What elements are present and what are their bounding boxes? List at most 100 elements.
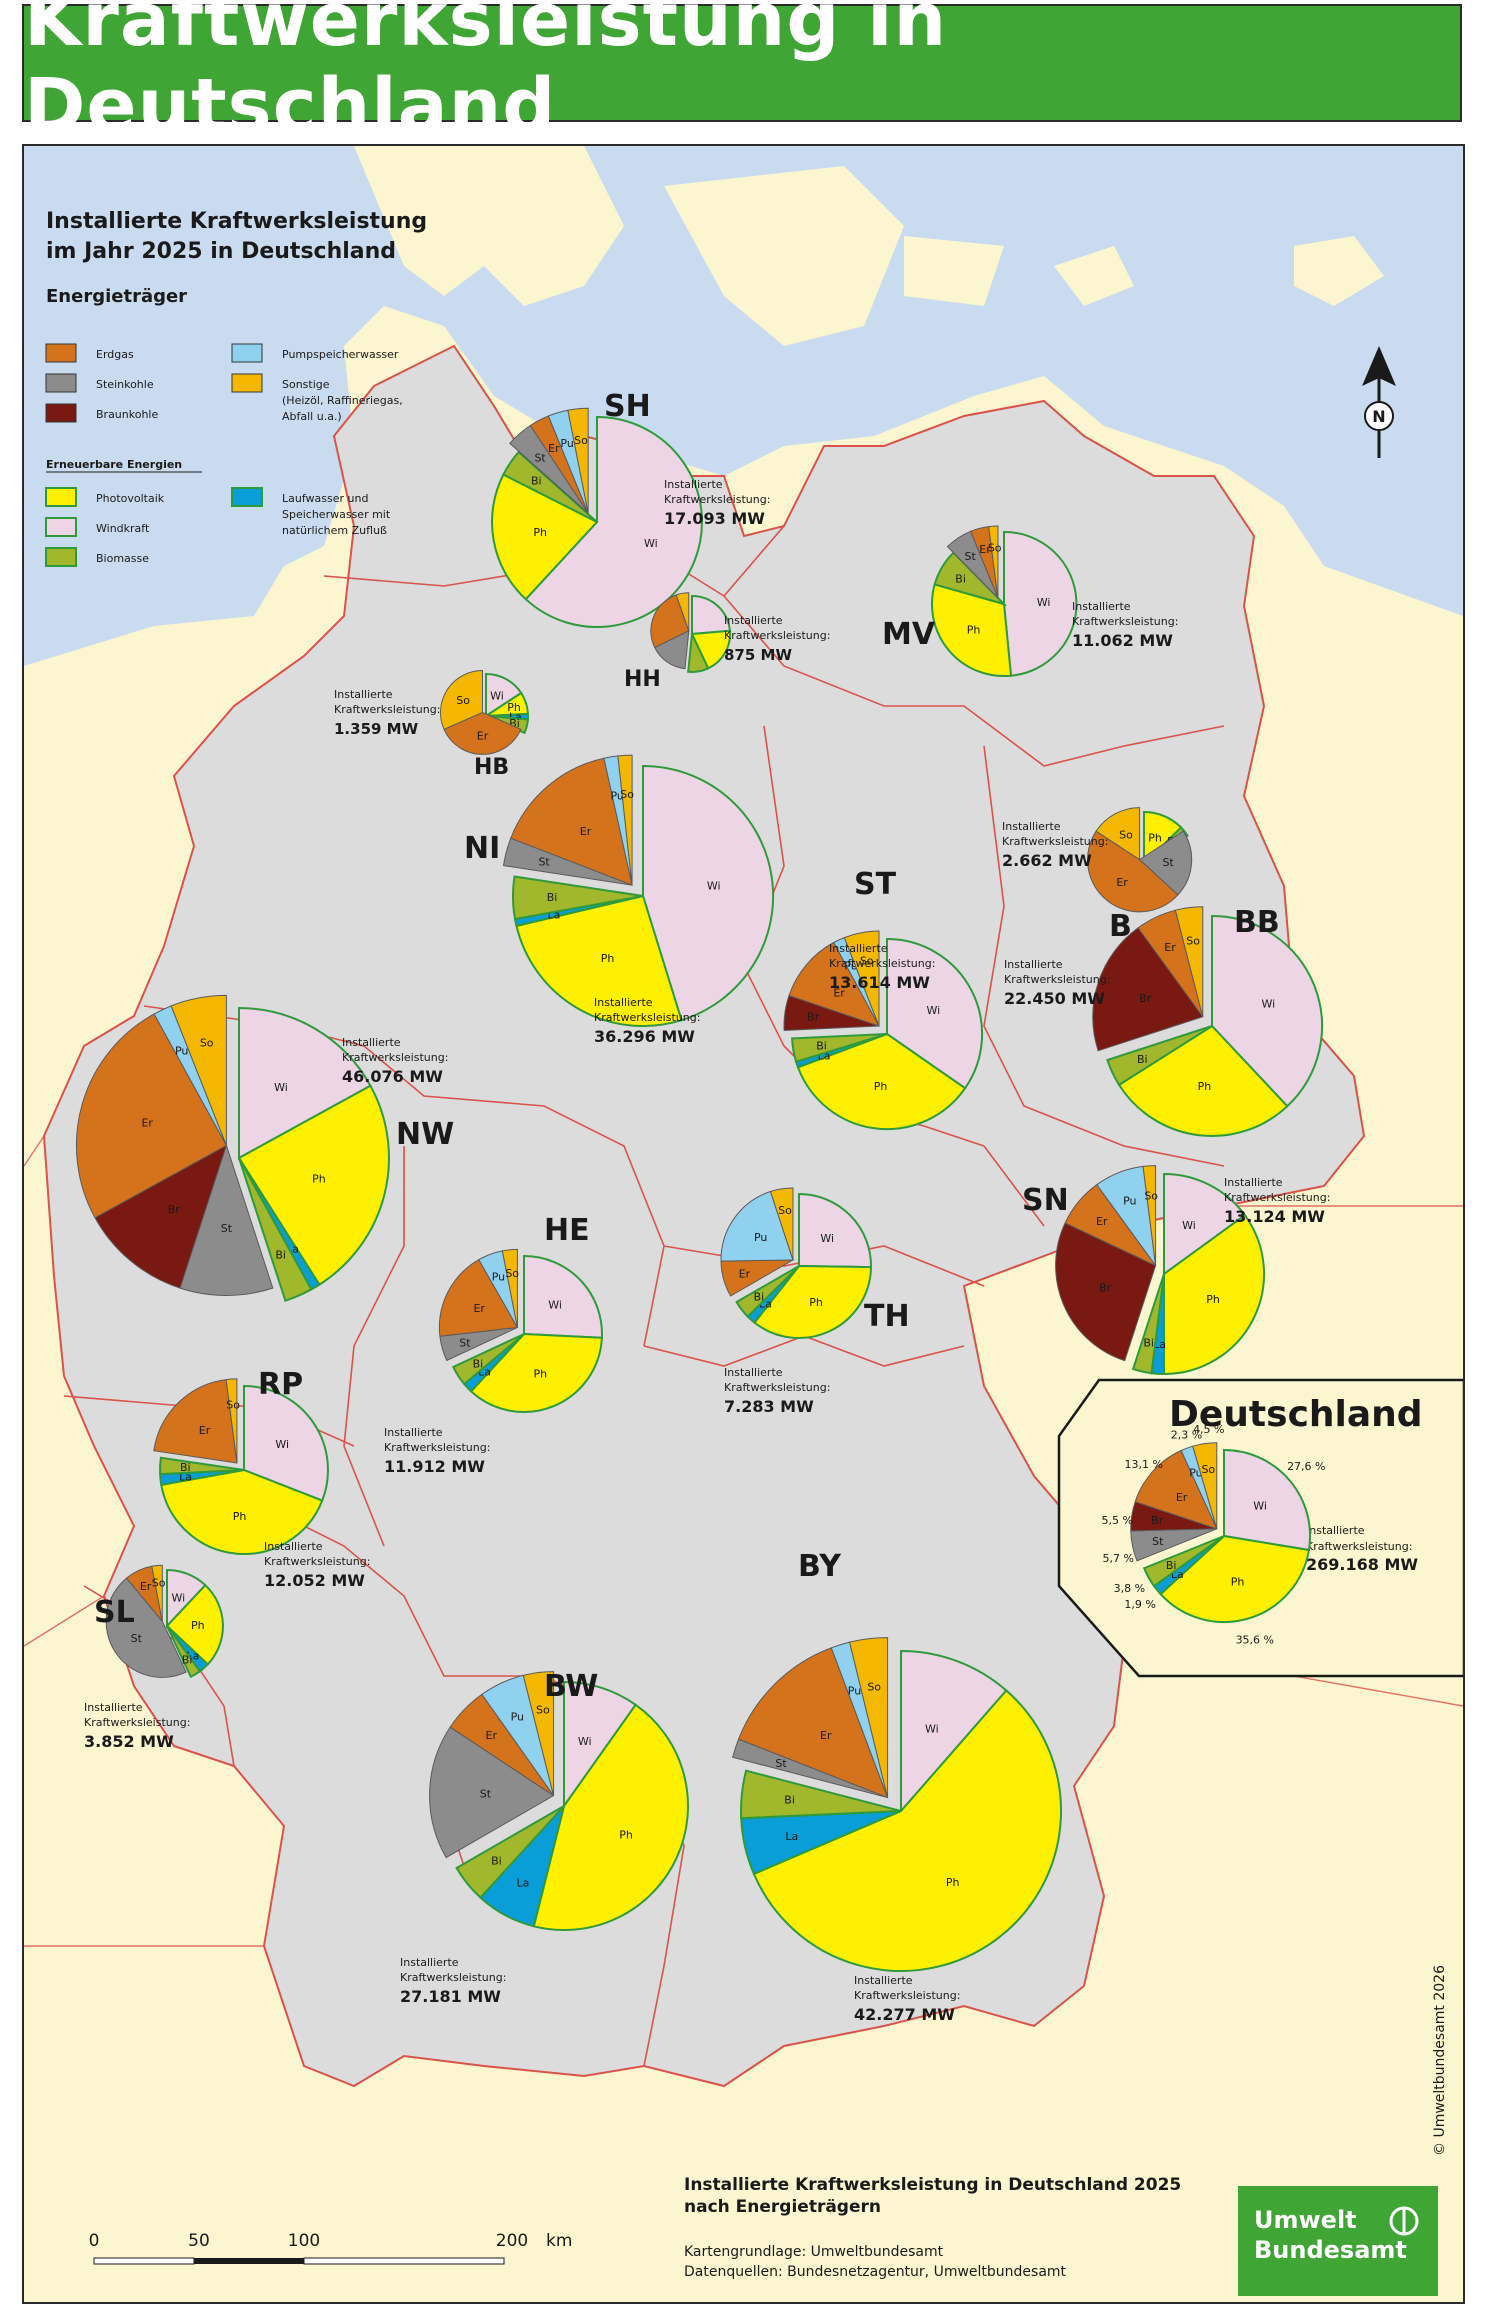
pie-slice-label-Pu: Pu xyxy=(1123,1195,1136,1208)
pie-slice-label-So: So xyxy=(867,1680,881,1693)
pie-slice-label-Ph: Ph xyxy=(1231,1575,1245,1588)
capacity-label-HH: Installierte Kraftwerksleistung: 875 MW xyxy=(724,614,830,664)
north-arrow: N xyxy=(1362,346,1396,458)
pie-slice-Bi xyxy=(159,1456,245,1476)
pie-slice-label-Er: Er xyxy=(199,1424,211,1437)
uba-logo: Umwelt Bundesamt xyxy=(1238,2186,1438,2296)
legend-label-sonstige-3: Abfall u.a.) xyxy=(282,410,342,423)
capacity-value: 875 MW xyxy=(724,646,792,664)
pie-slice-Er xyxy=(650,594,690,649)
germany-share-St: 5,7 % xyxy=(1102,1552,1133,1565)
capacity-label-line1: Installierte xyxy=(829,942,888,955)
state-code-MV: MV xyxy=(882,617,936,652)
pie-slice-label-Ph: Ph xyxy=(874,1080,888,1093)
pie-slice-label-Ph: Ph xyxy=(507,701,521,714)
legend-label-steinkohle: Steinkohle xyxy=(96,378,154,391)
capacity-value: 2.662 MW xyxy=(1002,851,1092,870)
capacity-label-line1: Installierte xyxy=(384,1426,443,1439)
legend-label-erdgas: Erdgas xyxy=(96,348,134,361)
pie-slice-Wi xyxy=(243,1384,329,1502)
capacity-value: 11.912 MW xyxy=(384,1457,485,1476)
capacity-label-SN: Installierte Kraftwerksleistung: 13.124 MW xyxy=(1224,1176,1330,1226)
state-code-NW: NW xyxy=(396,1117,454,1152)
pie-slice-Bi xyxy=(687,630,710,673)
pie-slice-label-Er: Er xyxy=(141,1116,153,1129)
pie-slice-label-Bi: Bi xyxy=(1137,1053,1148,1066)
pie-slice-Bi xyxy=(512,875,644,921)
capacity-label-line1: Installierte xyxy=(594,996,653,1009)
pie-slice-Wi xyxy=(523,1254,603,1339)
pie-slice-label-Bi: Bi xyxy=(509,717,520,730)
legend-label-sonstige: Sonstige xyxy=(282,378,330,391)
pie-slice-Ph xyxy=(1159,1534,1311,1624)
capacity-value: 42.277 MW xyxy=(854,2005,955,2024)
germany-share-Bi: 3,8 % xyxy=(1114,1582,1145,1595)
danish-island xyxy=(904,236,1004,306)
capacity-label-line2: Kraftwerksleistung: xyxy=(724,1381,830,1394)
capacity-label-line1: Installierte xyxy=(334,688,393,701)
legend-swatch-sonstige xyxy=(231,373,263,393)
map-title: Kraftwerksleistung in Deutschland xyxy=(24,0,948,149)
pie-slice-St xyxy=(1138,830,1193,896)
pie-slice-Ph xyxy=(491,473,599,601)
pie-slice-label-Er: Er xyxy=(477,730,489,743)
pie-slice-Br xyxy=(94,1144,228,1289)
capacity-label-BW: Installierte Kraftwerksleistung: 27.181 MW xyxy=(400,1956,506,2006)
pie-slice-Wi xyxy=(1163,1172,1247,1276)
pie-slice-So xyxy=(522,1671,555,1796)
capacity-label-line1: Installierte xyxy=(724,1366,783,1379)
pie-slice-label-So: So xyxy=(505,1267,519,1280)
capacity-label-SL: Installierte Kraftwerksleistung: 3.852 MW xyxy=(84,1701,190,1751)
legend-label-biomasse: Biomasse xyxy=(96,552,149,565)
pie-slice-label-Pu: Pu xyxy=(175,1044,188,1057)
capacity-label-line1: Installierte xyxy=(1002,820,1061,833)
pie-slice-Bi xyxy=(451,1333,525,1386)
pie-slice-Ph xyxy=(752,1689,1063,1972)
capacity-label-line1: Installierte xyxy=(724,614,783,627)
legend-label-laufwasser: Laufwasser und xyxy=(282,492,368,505)
pie-slice-So xyxy=(1192,1442,1218,1529)
capacity-value: 36.296 MW xyxy=(594,1027,695,1046)
pie-slice-label-St: St xyxy=(538,856,550,869)
bornholm-island xyxy=(1294,236,1384,306)
pie-slice-label-Bi: Bi xyxy=(547,891,558,904)
scale-tick-0: 0 xyxy=(89,2231,100,2251)
pie-slice-label-Er: Er xyxy=(473,1302,485,1315)
footer-title-1: Installierte Kraftwerksleistung in Deuts… xyxy=(684,2175,1181,2195)
capacity-label-line2: Kraftwerksleistung: xyxy=(854,1989,960,2002)
logo-box xyxy=(1238,2186,1438,2296)
pie-slice-label-Br: Br xyxy=(807,1011,820,1024)
germany-share-Br: 5,5 % xyxy=(1101,1514,1132,1527)
capacity-value: 7.283 MW xyxy=(724,1397,814,1416)
capacity-label-line1: Installierte xyxy=(1004,958,1063,971)
capacity-label-line1: Installierte xyxy=(84,1701,143,1714)
pie-slice-label-Bi: Bi xyxy=(180,1461,191,1474)
pie-slice-So xyxy=(225,1378,238,1464)
pie-slice-label-So: So xyxy=(200,1036,214,1049)
pie-slice-label-St: St xyxy=(775,1757,787,1770)
inset-capacity-label-1: Installierte xyxy=(1306,1524,1365,1537)
pie-HH xyxy=(650,592,731,673)
pie-slice-label-Ph: Ph xyxy=(619,1829,633,1842)
pie-slice-label-Ph: Ph xyxy=(1148,832,1162,845)
pie-slice-St xyxy=(105,1577,187,1678)
pie-slice-Ph xyxy=(237,1084,390,1286)
pie-slice-label-Wi: Wi xyxy=(548,1298,562,1311)
capacity-value: 27.181 MW xyxy=(400,1987,501,2006)
pie-slice-So xyxy=(1095,807,1141,861)
pie-slice-label-Bi: Bi xyxy=(1143,1336,1154,1349)
legend: Installierte Kraftwerksleistung im Jahr … xyxy=(45,209,427,567)
capacity-value: 3.852 MW xyxy=(84,1732,174,1751)
pie-slice-label-Wi: Wi xyxy=(1182,1219,1196,1232)
pie-slice-label-Er: Er xyxy=(1176,1491,1188,1504)
pie-slice-Ph xyxy=(1163,1213,1265,1376)
pie-slice-Bi xyxy=(455,1805,565,1900)
pie-slice-label-Ph: Ph xyxy=(191,1619,205,1632)
pie-slice-label-Wi: Wi xyxy=(644,537,658,550)
pie-slice-label-Wi: Wi xyxy=(1261,998,1275,1011)
capacity-label-line2: Kraftwerksleistung: xyxy=(1072,615,1178,628)
scale-bar: 0 50 100 200 km xyxy=(89,2231,572,2265)
legend-label-laufwasser-3: natürlichem Zufluß xyxy=(282,524,387,537)
pie-slice-label-Bi: Bi xyxy=(275,1248,286,1261)
